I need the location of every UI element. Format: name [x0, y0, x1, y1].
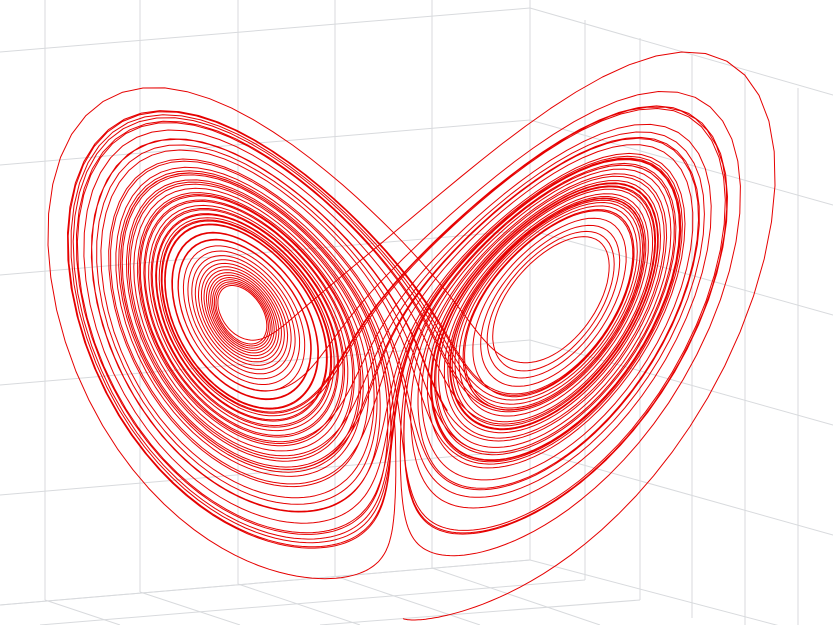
grid-line	[529, 7, 833, 96]
grid-line	[0, 229, 531, 276]
grid-line	[431, 567, 601, 625]
grid-line	[529, 559, 779, 625]
grid-line	[529, 449, 833, 536]
grid-line	[0, 7, 531, 53]
grid-line	[0, 559, 531, 606]
series-layer	[47, 51, 776, 621]
grid-line	[529, 119, 833, 206]
grid-line	[0, 119, 531, 166]
grid-line	[319, 599, 641, 625]
grid-line	[39, 579, 586, 625]
grid-line	[237, 583, 361, 625]
grid-line	[139, 591, 241, 625]
grid-line	[529, 229, 833, 316]
grid-line	[44, 599, 121, 625]
series-line-1	[47, 51, 776, 621]
grid-line	[0, 449, 531, 496]
grid-line	[334, 575, 481, 625]
